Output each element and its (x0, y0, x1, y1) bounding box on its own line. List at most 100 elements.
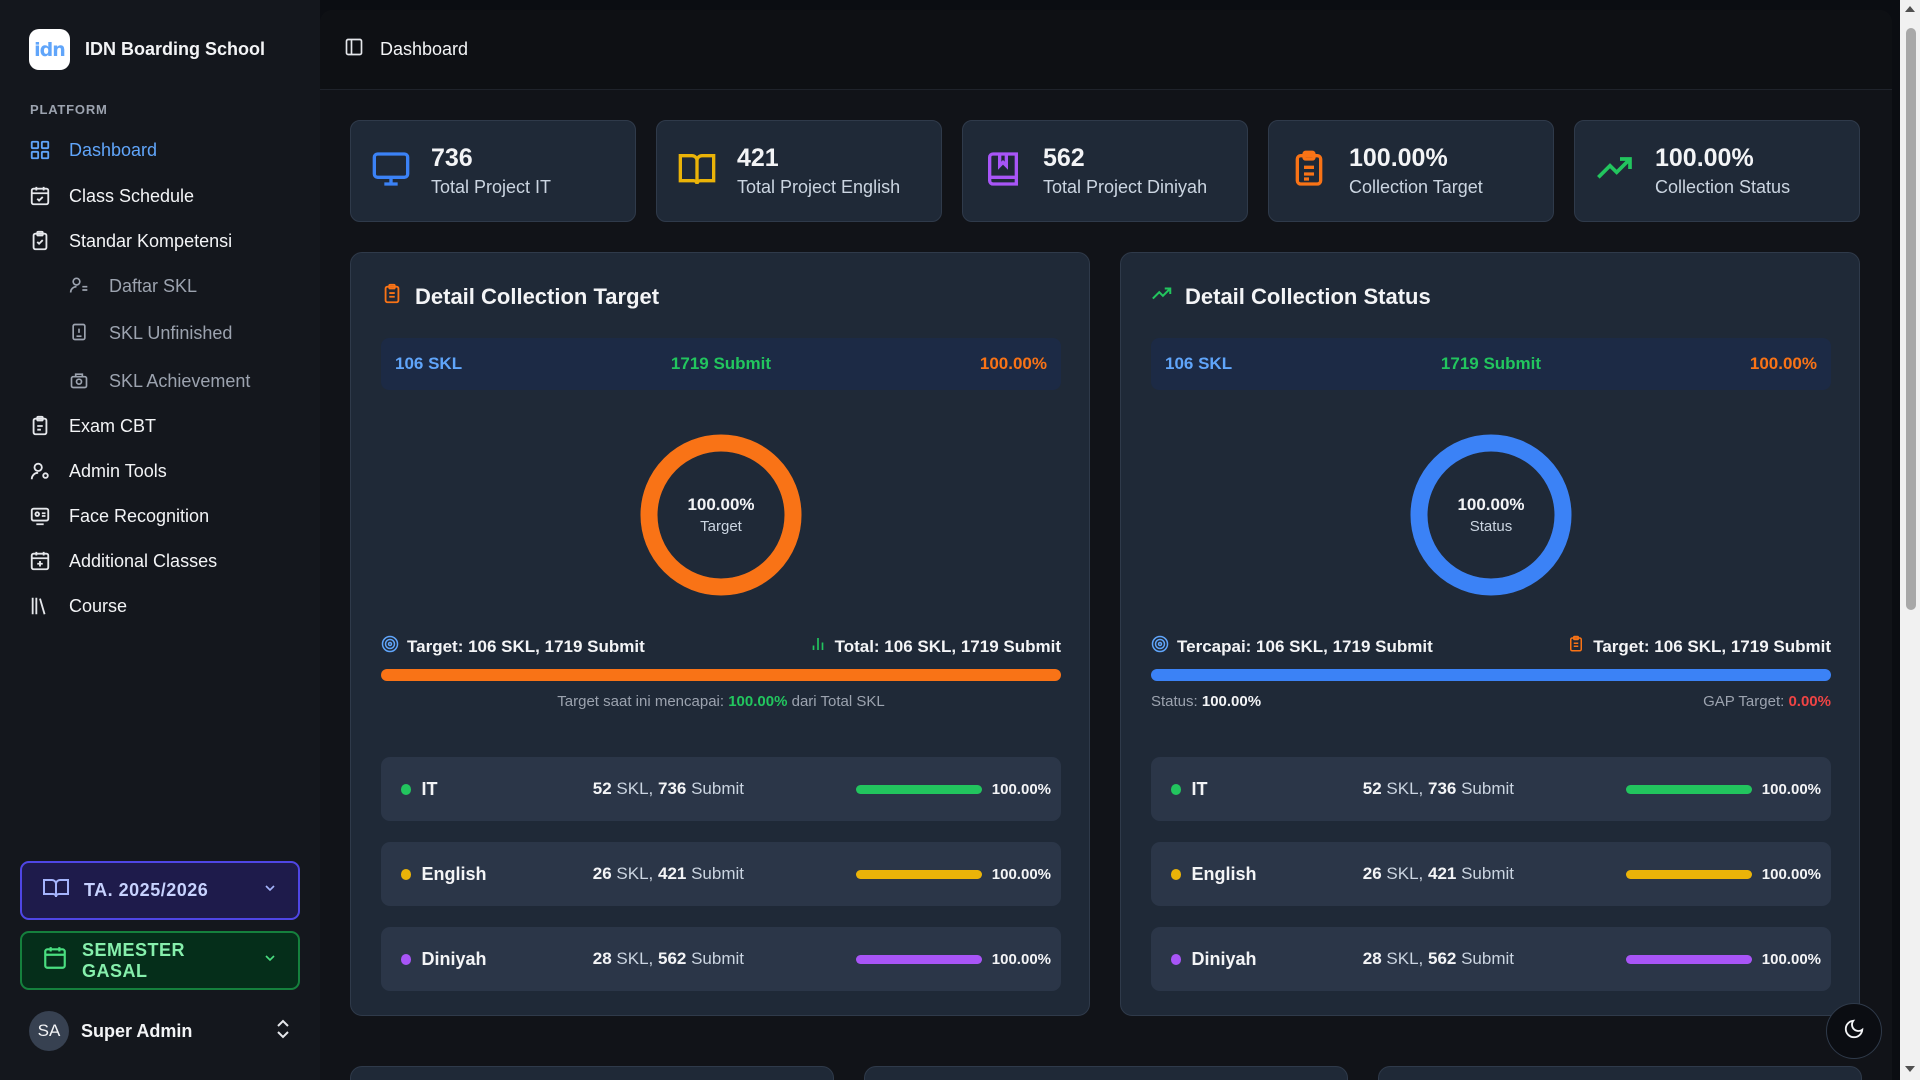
detail-collection-status-panel: Detail Collection Status 106 SKL 1719 Su… (1120, 252, 1860, 1016)
sidebar: idn IDN Boarding School PLATFORM Dashboa… (0, 0, 320, 1080)
donut-arc (640, 434, 802, 596)
nav-group-label: PLATFORM (30, 102, 108, 117)
category-counts: 26 SKL, 421 Submit (1362, 864, 1514, 883)
achieved-meta: Tercapai: 106 SKL, 1719 Submit (1177, 636, 1433, 656)
sidebar-item-admin-tools[interactable]: Admin Tools (29, 456, 167, 486)
scrollbar-thumb[interactable] (1906, 28, 1916, 610)
donut-arc (1410, 434, 1572, 596)
gap-value: 0.00% (1788, 693, 1831, 710)
topbar: Dashboard (320, 10, 1892, 90)
note-suffix: dari Total SKL (787, 693, 885, 710)
donut-value: 100.00% (1457, 495, 1525, 514)
sidebar-item-label: Additional Classes (69, 550, 218, 571)
summary-bar: 106 SKL 1719 Submit 100.00% (1151, 338, 1831, 390)
sidebar-item-label: Standar Kompetensi (69, 230, 233, 251)
clipboard-list-icon (1567, 635, 1585, 658)
stat-value: 736 (431, 144, 473, 172)
summary-submit: 1719 Submit (1440, 354, 1542, 373)
category-bar (1626, 784, 1752, 794)
monitor-icon (371, 149, 411, 194)
brand[interactable]: idn IDN Boarding School (29, 29, 265, 70)
clipboard-edit-icon (29, 415, 51, 437)
panel-title: Detail Collection Target (381, 283, 659, 311)
sidebar-item-skl-achievement[interactable]: SKL Achievement (69, 366, 250, 396)
category-name: English (1191, 863, 1257, 884)
category-row-english: English 26 SKL, 421 Submit 100.00% (1151, 842, 1831, 906)
status-value: 100.00% (1201, 693, 1262, 710)
summary-percent: 100.00% (1749, 354, 1817, 373)
page-title: Dashboard (380, 39, 469, 59)
category-dot (401, 868, 412, 880)
total-meta: Total: 106 SKL, 1719 Submit (834, 636, 1061, 656)
category-bar (1626, 869, 1752, 879)
panel-title-text: Detail Collection Status (1185, 284, 1431, 309)
stat-label: Total Project English (737, 177, 901, 197)
stat-label: Total Project Diniyah (1043, 177, 1208, 197)
scrollbar[interactable] (1900, 0, 1920, 1080)
status-note: Status: 100.00% GAP Target: 0.00% (1151, 693, 1831, 710)
sidebar-item-course[interactable]: Course (29, 591, 127, 621)
sidebar-item-dashboard[interactable]: Dashboard (29, 135, 157, 165)
category-name: Diniyah (421, 948, 487, 969)
category-dot (401, 953, 412, 965)
stat-value: 100.00% (1349, 144, 1448, 172)
layout-grid-icon (29, 139, 51, 161)
sidebar-item-additional-classes[interactable]: Additional Classes (29, 546, 217, 576)
user-cog-icon (29, 460, 51, 482)
category-dot (401, 783, 412, 795)
calendar-icon (29, 185, 51, 207)
donut-label: Status (1469, 518, 1513, 535)
brand-logo: idn (29, 29, 70, 70)
category-percent: 100.00% (1761, 865, 1821, 883)
target-donut: 100.00% Target (639, 433, 803, 597)
target-icon (381, 635, 399, 658)
bottom-card (864, 1066, 1348, 1080)
stat-label: Collection Target (1349, 177, 1483, 197)
brand-logo-text: idn (34, 38, 66, 61)
semester-select[interactable]: SEMESTER GASAL (20, 931, 300, 990)
scroll-down-arrow[interactable] (1905, 1066, 1915, 1072)
category-name: Diniyah (1191, 948, 1257, 969)
note-prefix: Target saat ini mencapai: (557, 693, 729, 710)
theme-toggle-button[interactable] (1826, 1003, 1882, 1059)
user-list-icon (69, 275, 91, 297)
progress-note: Target saat ini mencapai: 100.00% dari T… (381, 693, 1061, 710)
donut-value: 100.00% (687, 495, 755, 514)
sidebar-toggle-icon[interactable] (344, 37, 364, 62)
summary-bar: 106 SKL 1719 Submit 100.00% (381, 338, 1061, 390)
sidebar-item-skl-unfinished[interactable]: SKL Unfinished (69, 318, 232, 348)
moon-icon (1843, 1018, 1865, 1045)
category-name: IT (1191, 778, 1208, 799)
gap-label: GAP Target: (1703, 693, 1789, 710)
sidebar-item-face-recognition[interactable]: Face Recognition (29, 501, 209, 531)
sidebar-item-daftar-skl[interactable]: Daftar SKL (69, 271, 197, 301)
chevron-down-icon (262, 880, 278, 901)
user-menu[interactable]: SA Super Admin (29, 1011, 291, 1051)
sidebar-item-class-schedule[interactable]: Class Schedule (29, 181, 194, 211)
sidebar-item-standar-kompetensi[interactable]: Standar Kompetensi (29, 226, 232, 256)
library-icon (29, 595, 51, 617)
note-value: 100.00% (728, 693, 788, 710)
award-icon (69, 370, 91, 392)
sidebar-item-exam-cbt[interactable]: Exam CBT (29, 411, 156, 441)
book-icon (69, 322, 91, 344)
stat-label: Total Project IT (431, 177, 552, 197)
category-row-english: English 26 SKL, 421 Submit 100.00% (381, 842, 1061, 906)
clipboard-list-icon (1289, 149, 1329, 194)
category-percent: 100.00% (1761, 780, 1821, 798)
sidebar-item-label: Course (69, 595, 128, 616)
category-row-diniyah: Diniyah 28 SKL, 562 Submit 100.00% (381, 927, 1061, 991)
status-progress-bar (1151, 669, 1831, 681)
stat-value: 562 (1043, 144, 1085, 172)
summary-submit: 1719 Submit (670, 354, 772, 373)
target-meta: Target: 106 SKL, 1719 Submit (407, 636, 645, 656)
category-counts: 28 SKL, 562 Submit (592, 949, 744, 968)
academic-year-select[interactable]: TA. 2025/2026 (20, 861, 300, 920)
scroll-up-arrow[interactable] (1905, 6, 1915, 12)
meta-row: Target: 106 SKL, 1719 Submit Total: 106 … (381, 635, 1061, 658)
book-open-icon (677, 149, 717, 194)
bar-chart-icon (809, 635, 827, 658)
summary-skl: 106 SKL (1165, 354, 1233, 373)
category-row-it: IT 52 SKL, 736 Submit 100.00% (1151, 757, 1831, 821)
stat-label: Collection Status (1655, 177, 1791, 197)
